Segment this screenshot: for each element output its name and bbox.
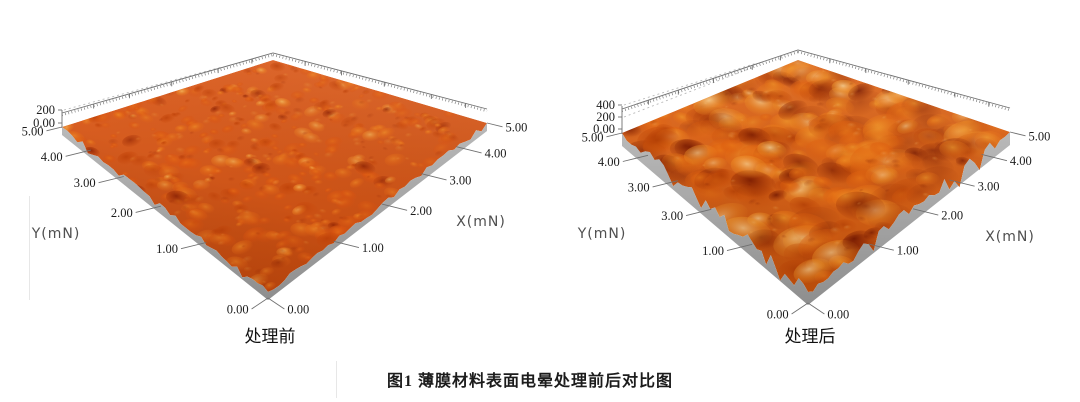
tick-label: 1.00	[156, 242, 178, 256]
tick-label: 5.00	[506, 120, 528, 134]
back-frame	[621, 49, 1011, 134]
tick-label: 200	[596, 110, 615, 124]
tick-label: 3.00	[661, 209, 683, 223]
tick-label: 2.00	[941, 209, 963, 223]
surface-texture	[622, 60, 1010, 292]
tick-label: 3.00	[450, 173, 472, 187]
tick-label: 0.00	[227, 303, 249, 317]
y-axis-label: Y(mN)	[577, 226, 627, 242]
slab-walls	[622, 132, 1010, 305]
back-frame	[61, 52, 488, 128]
tick-label: 4.00	[485, 146, 507, 160]
tick-label: 200	[36, 103, 55, 117]
x-axis-label: X(mN)	[985, 229, 1035, 245]
tick-label: 1.00	[702, 244, 724, 258]
scan-artifact-line	[336, 361, 337, 398]
figure-caption: 图1 薄膜材料表面电晕处理前后对比图	[386, 373, 673, 390]
tick-label: 400	[596, 98, 615, 112]
surface-plot-after: 5.004.003.003.001.000.005.004.003.002.00…	[577, 49, 1051, 322]
tick-label: 2.00	[410, 204, 432, 218]
tick-label: 0.00	[287, 303, 309, 317]
tick-label: 3.00	[978, 180, 1000, 194]
tick-label: 0.00	[767, 308, 789, 322]
tick-label: 5.00	[582, 130, 604, 144]
tick-label: 2.00	[111, 206, 133, 220]
tick-label: 4.00	[1010, 154, 1032, 168]
plot-after-title: 处理后	[784, 327, 836, 346]
x-axis-label: X(mN)	[456, 214, 506, 230]
tick-label: 0.00	[593, 122, 615, 136]
surface-plot-before: 5.004.003.002.001.000.005.004.003.002.00…	[22, 52, 528, 317]
tick-label: 5.00	[1029, 129, 1051, 143]
tick-label: 4.00	[598, 155, 620, 169]
tick-label: 3.00	[74, 176, 96, 190]
tick-label: 3.00	[628, 180, 650, 194]
plot-before-title: 处理前	[244, 327, 296, 346]
axes: 5.004.003.002.001.000.005.004.003.002.00…	[22, 103, 528, 317]
tick-label: 0.00	[827, 308, 849, 322]
axes: 5.004.003.003.001.000.005.004.003.002.00…	[577, 98, 1051, 322]
tick-label: 1.00	[362, 241, 384, 255]
tick-label: 5.00	[22, 124, 44, 138]
y-axis-label: Y(mN)	[31, 226, 81, 242]
slab-walls	[62, 123, 487, 300]
tick-label: 4.00	[41, 150, 63, 164]
tick-label: 1.00	[897, 244, 919, 258]
tick-label: 0.00	[33, 116, 55, 130]
surface-texture	[62, 60, 487, 292]
scan-artifact-line	[29, 196, 30, 300]
